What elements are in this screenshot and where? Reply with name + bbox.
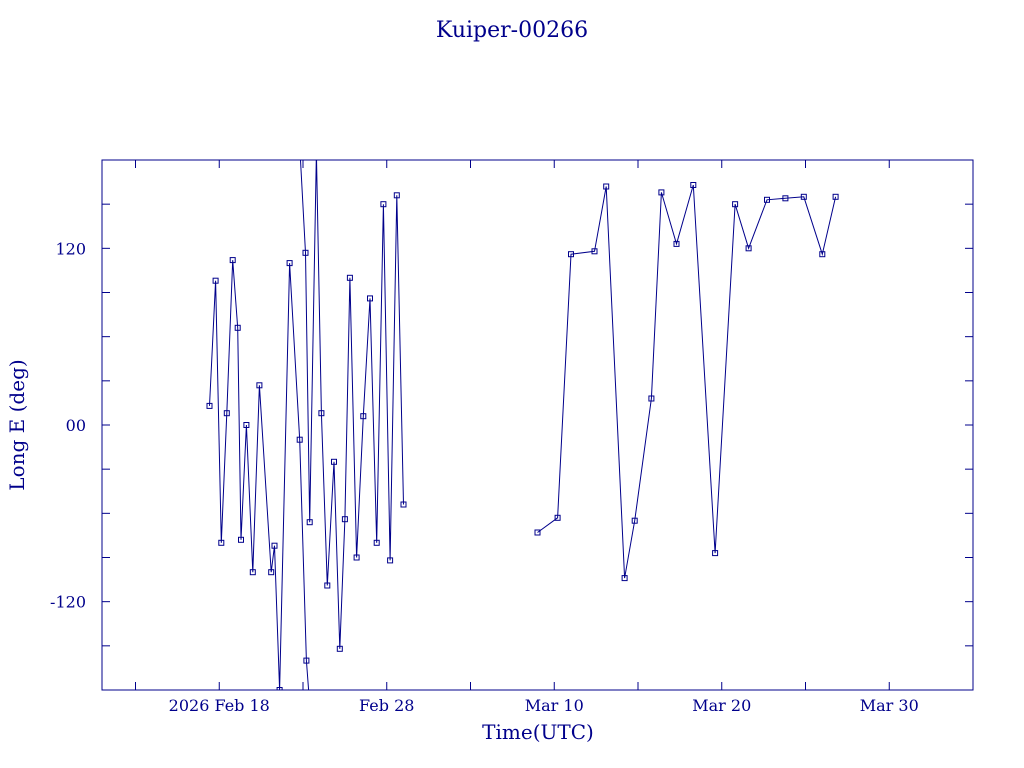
data-point bbox=[658, 189, 665, 196]
data-point bbox=[568, 251, 574, 258]
data-point bbox=[249, 569, 256, 576]
data-point bbox=[591, 248, 598, 255]
data-point bbox=[331, 458, 337, 465]
data-point bbox=[229, 257, 236, 264]
data-point bbox=[380, 201, 387, 208]
data-point bbox=[303, 657, 310, 664]
data-series-lines bbox=[209, 160, 837, 690]
data-point bbox=[324, 582, 331, 589]
data-point bbox=[712, 550, 719, 557]
data-point bbox=[302, 249, 309, 256]
chart-title: Kuiper-00266 bbox=[436, 18, 588, 43]
data-point bbox=[387, 557, 394, 564]
data-point bbox=[341, 516, 348, 523]
data-point bbox=[554, 514, 561, 521]
data-point bbox=[336, 645, 343, 652]
data-point bbox=[286, 260, 293, 267]
data-point bbox=[745, 245, 752, 252]
y-tick-labels: 120 00 -120 bbox=[50, 239, 86, 611]
x-axis-label: Time(UTC) bbox=[482, 720, 594, 744]
series-line bbox=[299, 160, 404, 649]
series-line bbox=[537, 184, 837, 579]
x-tick-label: Mar 10 bbox=[525, 696, 584, 715]
data-point bbox=[234, 324, 241, 331]
x-tick-label: Feb 28 bbox=[359, 696, 414, 715]
x-tick-label: Mar 30 bbox=[860, 696, 919, 715]
data-point bbox=[212, 277, 219, 284]
data-point bbox=[400, 501, 407, 508]
data-point bbox=[314, 150, 319, 155]
data-point bbox=[307, 702, 312, 707]
data-point bbox=[800, 193, 807, 200]
y-tick-label: -120 bbox=[50, 593, 86, 612]
series-line bbox=[209, 260, 310, 690]
x-tick-label: Mar 20 bbox=[692, 696, 751, 715]
plot-frame bbox=[101, 159, 974, 691]
x-tick-label: 2026 Feb 18 bbox=[169, 696, 270, 715]
data-point bbox=[268, 569, 275, 576]
data-point bbox=[367, 295, 373, 302]
data-point bbox=[296, 436, 303, 443]
y-axis-label: Long E (deg) bbox=[5, 359, 29, 490]
data-point bbox=[673, 240, 680, 247]
data-point bbox=[690, 182, 697, 188]
data-point bbox=[832, 193, 839, 200]
axis-ticks bbox=[102, 159, 974, 691]
data-point bbox=[764, 196, 770, 203]
data-point bbox=[631, 517, 638, 524]
data-point bbox=[603, 183, 610, 190]
data-point bbox=[353, 554, 360, 561]
data-point bbox=[819, 251, 826, 258]
data-point bbox=[373, 539, 380, 546]
data-point bbox=[238, 536, 244, 543]
data-point bbox=[732, 201, 739, 208]
data-point bbox=[218, 539, 225, 546]
data-point bbox=[621, 575, 628, 582]
data-point bbox=[206, 402, 213, 409]
data-point bbox=[318, 410, 325, 417]
data-point bbox=[306, 519, 313, 526]
data-point bbox=[297, 143, 302, 148]
data-point bbox=[271, 542, 278, 549]
data-point bbox=[276, 687, 283, 690]
data-point bbox=[782, 195, 789, 202]
y-tick-label: 120 bbox=[55, 239, 86, 258]
x-tick-labels: 2026 Feb 18 Feb 28 Mar 10 Mar 20 Mar 30 bbox=[169, 696, 919, 715]
data-point bbox=[648, 395, 655, 402]
data-point bbox=[243, 422, 250, 428]
data-point bbox=[534, 529, 541, 536]
data-point bbox=[256, 382, 263, 389]
data-point bbox=[346, 274, 353, 281]
data-point bbox=[223, 410, 230, 417]
data-point bbox=[393, 192, 400, 199]
y-tick-label: 00 bbox=[66, 416, 86, 435]
data-point bbox=[360, 413, 367, 420]
data-series-points bbox=[206, 143, 839, 707]
